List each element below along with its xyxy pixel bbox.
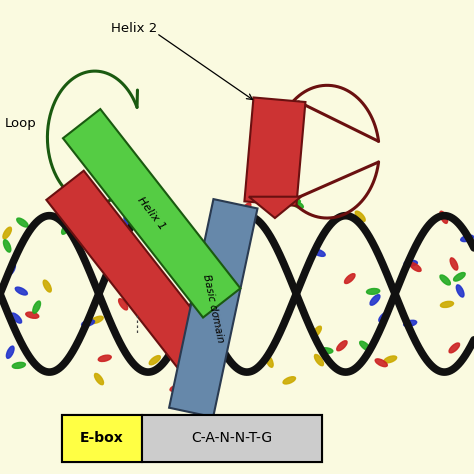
Text: Helix 1: Helix 1	[136, 195, 167, 232]
Ellipse shape	[62, 223, 70, 234]
Ellipse shape	[12, 362, 26, 368]
Ellipse shape	[449, 343, 460, 353]
Ellipse shape	[98, 355, 111, 362]
Text: C-A-N-N-T-G: C-A-N-N-T-G	[191, 431, 273, 446]
Ellipse shape	[379, 312, 389, 322]
Ellipse shape	[283, 377, 295, 384]
Ellipse shape	[370, 295, 380, 305]
Ellipse shape	[312, 326, 321, 337]
Ellipse shape	[440, 301, 454, 308]
Polygon shape	[169, 199, 257, 417]
Ellipse shape	[366, 289, 380, 294]
Ellipse shape	[187, 365, 196, 376]
Ellipse shape	[375, 359, 387, 367]
Polygon shape	[245, 98, 305, 206]
Ellipse shape	[319, 348, 333, 354]
Ellipse shape	[265, 355, 273, 367]
Ellipse shape	[404, 320, 417, 327]
Ellipse shape	[454, 273, 465, 281]
Ellipse shape	[6, 346, 14, 358]
Ellipse shape	[3, 227, 11, 239]
Ellipse shape	[69, 208, 81, 216]
Ellipse shape	[291, 201, 303, 208]
Ellipse shape	[124, 217, 134, 227]
Text: E-box: E-box	[80, 431, 124, 446]
Ellipse shape	[440, 211, 447, 223]
Bar	[142, 415, 322, 462]
Ellipse shape	[440, 275, 450, 285]
Ellipse shape	[461, 235, 474, 242]
Ellipse shape	[94, 374, 103, 385]
Ellipse shape	[91, 316, 103, 323]
Polygon shape	[63, 109, 240, 318]
Ellipse shape	[345, 273, 355, 283]
Ellipse shape	[17, 218, 28, 227]
Ellipse shape	[118, 299, 128, 310]
Ellipse shape	[404, 260, 418, 266]
Ellipse shape	[337, 341, 347, 351]
Ellipse shape	[360, 341, 371, 351]
Text: Loop: Loop	[5, 117, 36, 130]
Ellipse shape	[118, 230, 125, 242]
Ellipse shape	[314, 355, 323, 366]
Ellipse shape	[91, 207, 98, 219]
Ellipse shape	[26, 312, 39, 319]
Ellipse shape	[82, 320, 94, 326]
Ellipse shape	[43, 280, 51, 292]
Text: Helix 2: Helix 2	[111, 22, 158, 35]
Ellipse shape	[287, 198, 301, 204]
Ellipse shape	[355, 211, 365, 221]
Text: Basic domain: Basic domain	[201, 273, 226, 343]
Ellipse shape	[7, 264, 16, 275]
Bar	[62, 415, 322, 462]
Ellipse shape	[410, 263, 421, 272]
Ellipse shape	[313, 249, 325, 256]
Ellipse shape	[170, 384, 183, 392]
Polygon shape	[249, 197, 301, 218]
Ellipse shape	[450, 258, 458, 270]
Ellipse shape	[11, 313, 22, 323]
Ellipse shape	[15, 287, 27, 295]
Ellipse shape	[33, 301, 40, 313]
Bar	[62, 415, 142, 462]
Ellipse shape	[384, 356, 397, 363]
Ellipse shape	[149, 356, 160, 365]
Ellipse shape	[3, 240, 11, 252]
Ellipse shape	[241, 203, 251, 214]
Ellipse shape	[456, 285, 464, 297]
Polygon shape	[46, 171, 224, 379]
